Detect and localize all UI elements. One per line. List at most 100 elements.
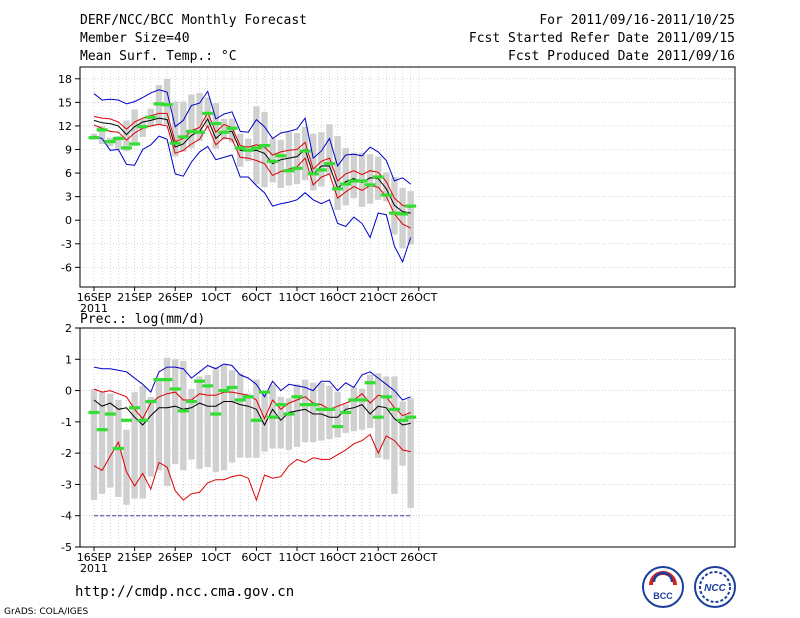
ensemble-spread-bar xyxy=(310,133,317,191)
member-forecast-mark xyxy=(348,398,360,402)
ensemble-spread-bar xyxy=(196,376,203,469)
ncc-logo-text: NCC xyxy=(704,583,726,594)
plot-frame xyxy=(79,66,736,288)
member-forecast-mark xyxy=(210,412,222,416)
ensemble-spread-bar xyxy=(350,387,358,432)
ensemble-spread-bar xyxy=(180,360,187,471)
ensemble-spread-bar xyxy=(172,359,179,465)
member-forecast-mark xyxy=(177,409,189,413)
ensemble-spread-bar xyxy=(98,125,106,144)
member-forecast-mark xyxy=(96,428,108,432)
x-tick-label: 26SEP xyxy=(158,551,193,564)
member-forecast-mark xyxy=(291,166,303,170)
forecast-period: For 2011/09/16-2011/10/25 xyxy=(539,13,735,28)
x-tick-label: 16SEP xyxy=(77,551,112,564)
x-tick-label: 26OCT xyxy=(400,551,437,564)
figure-title: DERF/NCC/BCC Monthly Forecast xyxy=(80,13,307,28)
ensemble-spread-bar xyxy=(301,126,309,181)
ensemble-spread-bar xyxy=(155,381,163,471)
ensemble-spread-bar xyxy=(383,172,390,202)
ensemble-spread-bar xyxy=(399,188,406,249)
ensemble-spread-bar xyxy=(139,385,146,499)
member-forecast-mark xyxy=(364,381,376,385)
member-forecast-mark xyxy=(364,183,376,187)
x-tick-label: 16OCT xyxy=(319,291,356,304)
member-forecast-mark xyxy=(129,406,141,410)
member-forecast-mark xyxy=(299,149,311,153)
ensemble-spread-bar xyxy=(163,357,171,486)
y-tick-label: -5 xyxy=(61,541,72,554)
ensemble-spread-bar xyxy=(220,118,228,140)
ensemble-spread-bar xyxy=(301,379,309,443)
source-url[interactable]: http://cmdp.ncc.cma.gov.cn xyxy=(75,584,294,600)
x-tick-label: 1OCT xyxy=(201,551,231,564)
ensemble-spread-bar xyxy=(261,393,268,452)
member-forecast-mark xyxy=(388,211,400,215)
ensemble-spread-bar xyxy=(196,92,203,141)
member-forecast-mark xyxy=(120,418,132,422)
member-forecast-mark xyxy=(242,148,254,152)
member-forecast-mark xyxy=(250,418,262,422)
member-forecast-mark xyxy=(397,418,409,422)
member-forecast-mark xyxy=(405,415,417,419)
ensemble-spread-bar xyxy=(107,393,114,488)
y-tick-label: -6 xyxy=(61,261,72,274)
ensemble-spread-bar xyxy=(366,374,374,429)
ensemble-spread-bar xyxy=(326,385,333,440)
ncc-logo: NCC xyxy=(694,566,736,608)
member-forecast-mark xyxy=(112,446,124,451)
member-forecast-mark xyxy=(299,403,311,407)
member-forecast-mark xyxy=(275,403,287,407)
ensemble-spread-bar xyxy=(318,382,325,441)
variable-label: Mean Surf. Temp.: °C xyxy=(80,49,237,64)
ensemble-spread-bar xyxy=(342,404,349,433)
x-tick-label: 6OCT xyxy=(241,291,271,304)
bcc-logo: BCC xyxy=(642,566,684,608)
x-tick-label: 21SEP xyxy=(117,551,152,564)
ensemble-spread-bar xyxy=(334,136,341,210)
y-tick-label: 0 xyxy=(65,214,72,227)
y-tick-label: -3 xyxy=(61,478,72,491)
x-tick-label: 6OCT xyxy=(241,551,271,564)
member-forecast-mark xyxy=(340,182,352,186)
ensemble-spread-bar xyxy=(123,120,130,152)
member-forecast-mark xyxy=(405,204,417,208)
ensemble-spread-bar xyxy=(358,389,366,430)
member-forecast-mark xyxy=(104,140,116,144)
y-tick-label: -4 xyxy=(61,510,72,523)
member-forecast-mark xyxy=(120,146,132,150)
ensemble-spread-bar xyxy=(228,370,236,463)
ensemble-spread-bar xyxy=(188,94,195,148)
ensemble-spread-bar xyxy=(115,136,122,150)
member-forecast-mark xyxy=(267,415,279,419)
ensemble-spread-bar xyxy=(245,393,252,458)
member-forecast-mark xyxy=(112,136,124,141)
ensemble-spread-bar xyxy=(407,398,414,508)
member-forecast-mark xyxy=(194,379,206,383)
member-forecast-mark xyxy=(145,399,157,404)
member-forecast-mark xyxy=(96,128,108,132)
y-tick-label: 6 xyxy=(65,167,72,180)
member-forecast-mark xyxy=(250,146,262,150)
x-tick-label: 16OCT xyxy=(319,551,356,564)
ensemble-spread-bar xyxy=(407,191,414,245)
produced-date: Fcst Produced Date 2011/09/16 xyxy=(508,49,735,64)
refer-date: Fcst Started Refer Date 2011/09/15 xyxy=(469,31,735,46)
x-tick-sublabel: 2011 xyxy=(80,562,108,575)
member-forecast-mark xyxy=(340,410,352,415)
y-tick-label: 9 xyxy=(65,144,72,157)
x-tick-label: 21OCT xyxy=(360,551,397,564)
x-tick-label: 1OCT xyxy=(201,291,231,304)
member-forecast-mark xyxy=(397,212,409,216)
x-tick-label: 11OCT xyxy=(278,291,315,304)
member-forecast-mark xyxy=(218,388,230,393)
member-forecast-mark xyxy=(145,115,157,119)
member-forecast-mark xyxy=(234,398,246,402)
ensemble-spread-bar xyxy=(228,118,236,143)
ensemble-spread-bar xyxy=(383,376,390,460)
ensemble-spread-bar xyxy=(236,373,244,458)
x-tick-label: 26SEP xyxy=(158,291,193,304)
member-forecast-mark xyxy=(210,121,222,126)
